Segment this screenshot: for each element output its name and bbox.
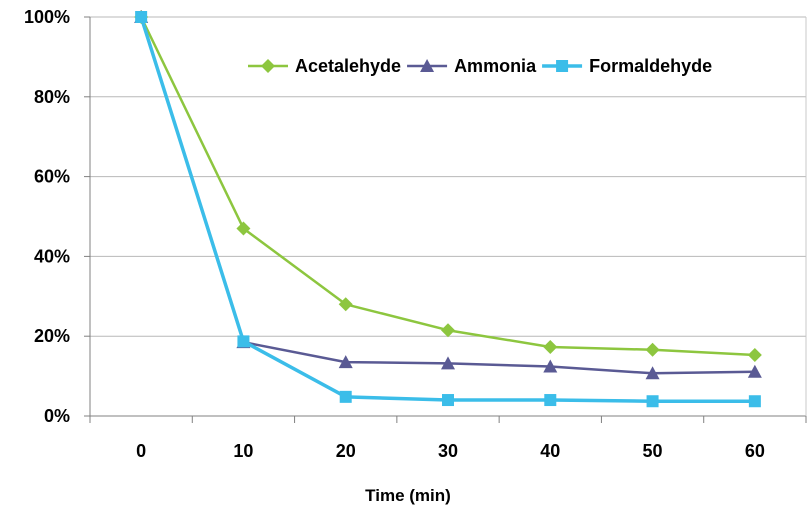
data-point-formaldehyde <box>544 394 557 407</box>
data-point-acetalehyde <box>338 297 353 312</box>
legend-marker-formaldehyde <box>556 60 569 72</box>
data-point-formaldehyde <box>646 395 659 408</box>
data-point-acetalehyde <box>543 339 558 354</box>
y-axis-tick-labels: 0% 20% 40% 60% 80% 100% <box>24 7 70 426</box>
data-point-ammonia <box>441 356 455 370</box>
x-tick-label: 20 <box>336 441 356 461</box>
data-point-acetalehyde <box>645 342 660 357</box>
data-point-formaldehyde <box>237 335 250 348</box>
y-tick-label: 60% <box>34 167 70 187</box>
legend-label-acetalehyde: Acetalehyde <box>295 56 401 76</box>
x-tick-label: 10 <box>233 441 253 461</box>
y-tick-label: 80% <box>34 87 70 107</box>
y-tick-label: 0% <box>44 406 70 426</box>
legend-label-ammonia: Ammonia <box>454 56 537 76</box>
data-point-acetalehyde <box>441 323 455 338</box>
series-layer <box>134 10 762 408</box>
data-point-formaldehyde <box>748 395 761 408</box>
data-point-formaldehyde <box>135 11 148 23</box>
series-formaldehyde <box>135 11 761 408</box>
data-point-ammonia <box>645 366 660 380</box>
legend-label-formaldehyde: Formaldehyde <box>589 56 712 76</box>
x-axis-tick-labels: 0 10 20 30 40 50 60 <box>136 441 765 461</box>
data-point-acetalehyde <box>747 347 762 362</box>
data-point-formaldehyde <box>339 390 352 403</box>
axes <box>84 16 807 423</box>
legend: Acetalehyde Ammonia Formaldehyde <box>248 56 712 76</box>
gridlines <box>90 16 806 337</box>
x-tick-label: 40 <box>540 441 560 461</box>
legend-marker-acetalehyde <box>261 59 275 73</box>
data-point-ammonia <box>338 355 353 369</box>
x-tick-label: 60 <box>745 441 765 461</box>
x-tick-label: 30 <box>438 441 458 461</box>
legend-marker-ammonia <box>420 59 435 72</box>
data-point-ammonia <box>543 359 558 373</box>
data-point-acetalehyde <box>236 221 251 236</box>
data-point-ammonia <box>747 364 762 378</box>
x-axis-title: Time (min) <box>365 486 451 505</box>
x-tick-label: 0 <box>136 441 146 461</box>
y-tick-label: 100% <box>24 7 70 27</box>
y-tick-label: 20% <box>34 326 70 346</box>
data-point-formaldehyde <box>442 394 454 407</box>
x-tick-label: 50 <box>643 441 663 461</box>
y-tick-label: 40% <box>34 246 70 266</box>
